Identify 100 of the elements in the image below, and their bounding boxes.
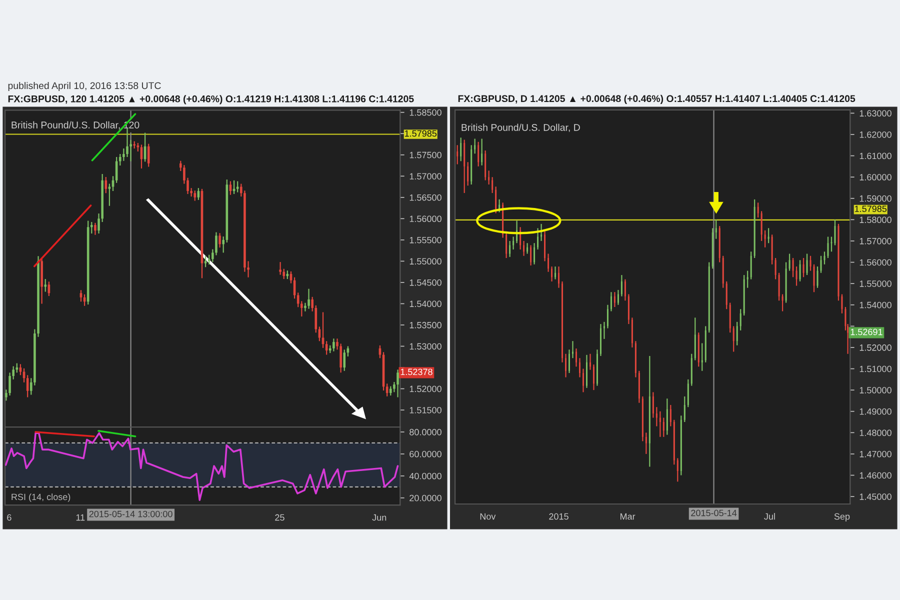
candlestick	[694, 317, 696, 361]
y-tick-label: 1.59000	[860, 195, 892, 202]
candlestick	[732, 326, 734, 352]
ref-line-label: 2015-05-14 13:00:00	[89, 510, 172, 518]
x-tick-label: 2015	[549, 513, 568, 520]
candlestick	[308, 288, 310, 310]
y-tick-label: 1.56500	[410, 194, 442, 201]
candlestick	[666, 398, 668, 436]
y-tick-label: 1.46000	[860, 472, 892, 479]
candlestick	[523, 240, 525, 256]
candlestick	[782, 294, 784, 312]
y-tick-label: 1.48000	[860, 430, 892, 436]
candlestick	[332, 338, 335, 352]
text: British Pound/U.S. Dollar, D	[462, 124, 580, 132]
x-tick-label: Jun	[372, 514, 386, 521]
candlestick	[8, 372, 11, 396]
candlestick	[810, 255, 812, 272]
x-tick-label: 6	[7, 514, 12, 521]
candlestick	[813, 264, 815, 293]
candlestick	[94, 222, 96, 236]
y-tick-label: 1.58500	[410, 109, 442, 116]
ref-line-label: 2015-05-14	[691, 510, 737, 516]
x-tick-label: 11	[76, 514, 85, 521]
y-tick-label: 1.52000	[860, 344, 892, 351]
y-tick-label: 1.55000	[410, 258, 442, 265]
y-tick-label: 80.0000	[410, 428, 442, 436]
candlestick	[662, 417, 664, 438]
candlestick	[218, 232, 221, 248]
candlestick	[565, 353, 567, 378]
candlestick	[554, 266, 556, 280]
candlestick	[736, 321, 738, 346]
candlestick	[760, 210, 762, 242]
candlestick	[456, 144, 458, 165]
y-tick-label: 1.52000	[410, 386, 442, 392]
candlestick	[778, 272, 780, 302]
candlestick	[396, 369, 399, 398]
y-tick-label: 1.54000	[410, 300, 442, 308]
candlestick	[495, 186, 497, 214]
candlestick	[558, 266, 560, 288]
y-tick-label: 1.49000	[860, 408, 892, 415]
y-tick-label: 1.54000	[860, 302, 892, 308]
candlestick	[614, 292, 616, 308]
y-tick-label: 1.47000	[860, 450, 892, 458]
candlestick	[204, 256, 207, 268]
y-tick-label: 1.54500	[410, 279, 442, 286]
y-tick-label: 1.62000	[860, 131, 892, 138]
candlestick	[343, 349, 346, 372]
candlestick	[816, 266, 818, 288]
x-tick-label: Mar	[620, 513, 636, 520]
candlestick	[656, 406, 658, 427]
y-tick-label: 1.57500	[410, 152, 442, 158]
y-tick-label: 1.56000	[860, 259, 892, 266]
candlestick	[44, 278, 47, 292]
candlestick	[389, 386, 392, 396]
line-series	[5, 432, 399, 501]
candlestick	[617, 289, 619, 306]
chart-title: FX:GBPUSD, 120 1.41205 ▲ +0.00648 (+0.46%) O:1.41219 H:1.41308 L:1.41196 C:1.41205	[8, 95, 414, 104]
candlestick	[726, 280, 728, 310]
candlestick	[628, 294, 630, 325]
y-tick-label: 40.0000	[409, 472, 442, 480]
candlestick	[603, 321, 605, 340]
candlestick	[670, 404, 672, 427]
candlestick	[757, 202, 759, 218]
y-tick-label: 20.0000	[410, 494, 442, 502]
candlestick	[509, 240, 511, 258]
candlestick	[645, 432, 647, 455]
candlestick	[624, 278, 626, 302]
y-tick-label: 1.50000	[860, 387, 892, 394]
candlestick	[785, 262, 787, 304]
y-tick-label: 1.55500	[410, 236, 442, 244]
y-tick-label: 60.0000	[410, 450, 442, 458]
candlestick	[544, 230, 546, 262]
candlestick	[534, 242, 536, 265]
candlestick	[548, 253, 550, 272]
candlestick	[147, 143, 150, 168]
candlestick	[481, 138, 483, 166]
candlestick	[467, 162, 469, 186]
candlestick	[478, 141, 480, 167]
candlestick	[512, 236, 514, 250]
candlestick	[824, 251, 826, 265]
y-tick-label: 1.60000	[860, 174, 892, 180]
candlestick	[802, 257, 804, 278]
candlestick	[194, 190, 196, 202]
candlestick	[530, 244, 532, 266]
y-tick-label: 1.57000	[860, 238, 892, 244]
annotation: 1.52691	[850, 328, 882, 336]
candlestick	[484, 150, 486, 181]
candlestick	[799, 260, 801, 282]
candlestick	[768, 228, 770, 244]
y-tick-label: 1.57000	[410, 173, 442, 180]
candlestick	[687, 378, 689, 408]
candlestick	[771, 234, 773, 265]
candlestick	[474, 138, 476, 154]
x-tick-label: Sep	[834, 513, 850, 522]
candlestick	[631, 317, 633, 348]
candlestick	[526, 242, 528, 254]
candlestick	[279, 261, 282, 276]
y-tick-label: 1.53000	[410, 343, 442, 350]
y-tick-label: 1.56000	[410, 216, 442, 222]
candlestick	[464, 139, 466, 194]
